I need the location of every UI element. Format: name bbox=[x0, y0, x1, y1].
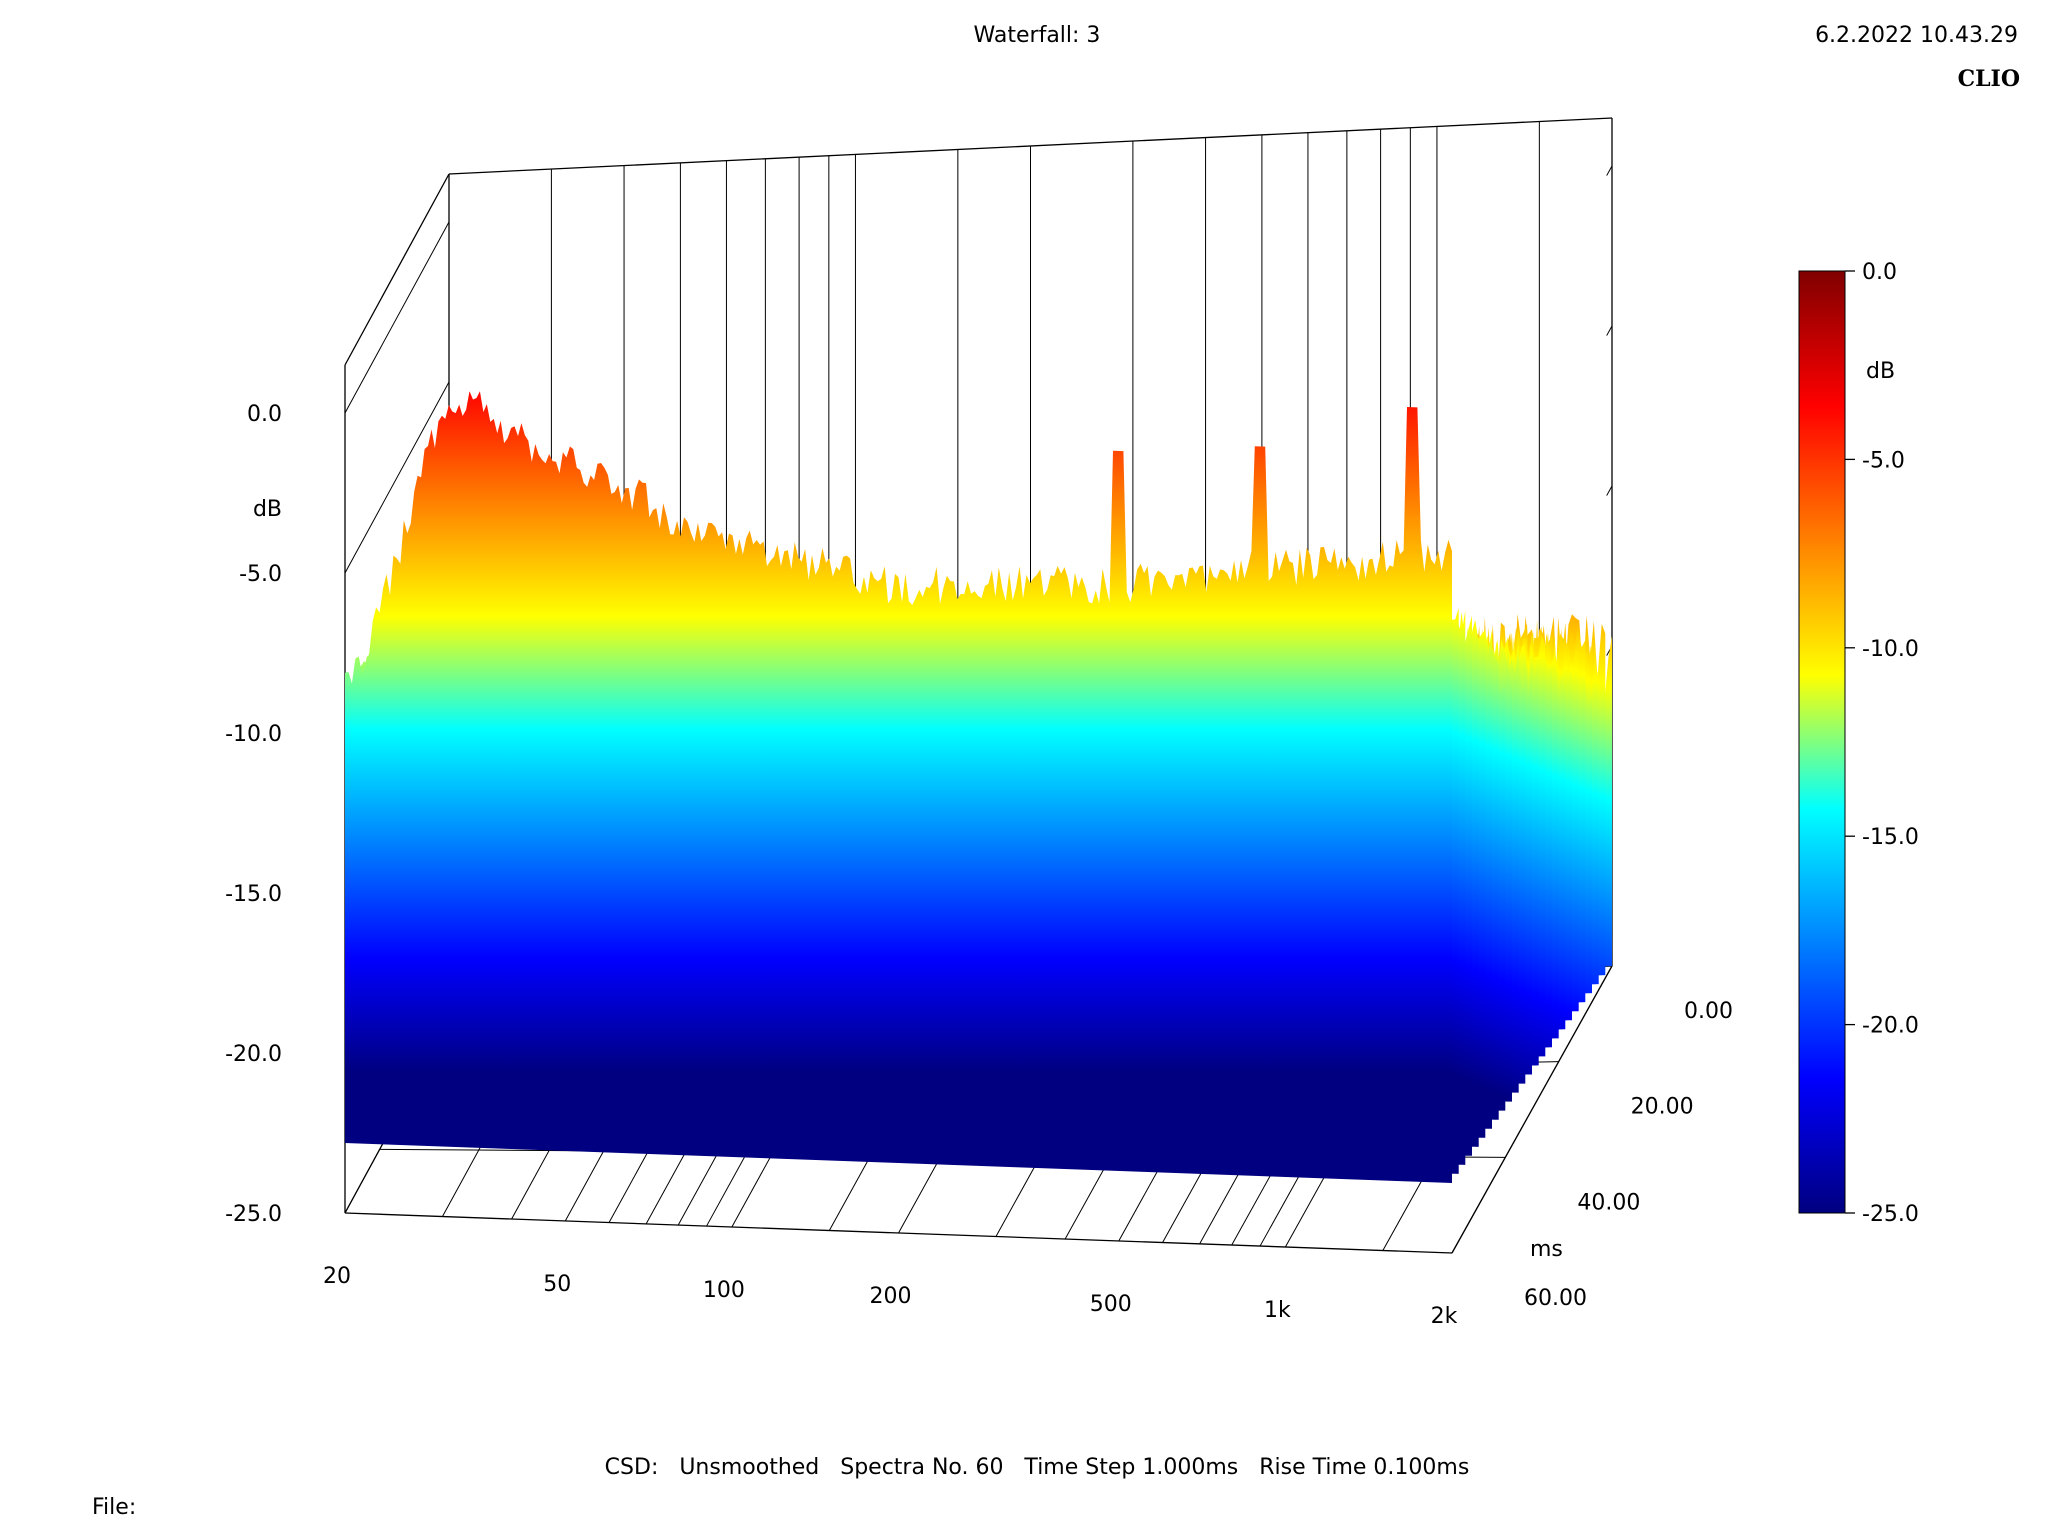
x-axis-ticks: 20 50 100 200 500 1k 2k bbox=[323, 1264, 1458, 1329]
colorbar-tick-label: 0.0 bbox=[1862, 260, 1897, 285]
colorbar-label: dB bbox=[1866, 359, 1895, 384]
y-tick-label: -10.0 bbox=[225, 722, 282, 747]
y-tick-label: -20.0 bbox=[225, 1042, 282, 1067]
z-tick-label: 60.00 bbox=[1524, 1286, 1587, 1311]
x-tick-label: 100 bbox=[703, 1278, 745, 1303]
timestamp: 6.2.2022 10.43.29 bbox=[1815, 23, 2018, 48]
y-axis-label: dB bbox=[253, 497, 282, 522]
colorbar-tick-label: -5.0 bbox=[1862, 448, 1905, 473]
x-tick-label: 20 bbox=[323, 1264, 351, 1289]
colorbar bbox=[1798, 270, 1846, 1214]
y-tick-label: -5.0 bbox=[239, 562, 282, 587]
z-tick-label: 0.00 bbox=[1684, 999, 1733, 1024]
measurement-info: CSD: Unsmoothed Spectra No. 60 Time Step… bbox=[605, 1455, 1470, 1480]
z-axis-ticks: 0.00 20.00 40.00 60.00 bbox=[1524, 999, 1733, 1311]
z-tick-label: 40.00 bbox=[1577, 1190, 1640, 1215]
z-axis-label: ms bbox=[1530, 1237, 1563, 1262]
file-label: File: bbox=[92, 1495, 136, 1520]
x-tick-label: 2k bbox=[1431, 1304, 1458, 1329]
colorbar-tick-label: -20.0 bbox=[1862, 1014, 1919, 1039]
y-axis-ticks: 0.0 -5.0 -10.0 -15.0 -20.0 -25.0 bbox=[225, 402, 282, 1227]
x-tick-label: 200 bbox=[870, 1284, 912, 1309]
y-tick-label: -25.0 bbox=[225, 1202, 282, 1227]
x-tick-label: 50 bbox=[543, 1272, 571, 1297]
colorbar-ticks: 0.0 -5.0 -10.0 -15.0 -20.0 -25.0 bbox=[1845, 260, 1919, 1227]
x-tick-label: 1k bbox=[1264, 1298, 1291, 1323]
colorbar-tick-label: -25.0 bbox=[1862, 1202, 1919, 1227]
waterfall-surface bbox=[345, 391, 1612, 1183]
y-tick-label: 0.0 bbox=[247, 402, 282, 427]
colorbar-tick-label: -15.0 bbox=[1862, 825, 1919, 850]
spectrum-slice bbox=[345, 391, 1452, 1183]
z-tick-label: 20.00 bbox=[1631, 1095, 1694, 1120]
y-tick-label: -15.0 bbox=[225, 882, 282, 907]
colorbar-tick-label: -10.0 bbox=[1862, 637, 1919, 662]
brand-logo: CLIO bbox=[1958, 66, 2020, 92]
x-tick-label: 500 bbox=[1090, 1292, 1132, 1317]
chart-title: Waterfall: 3 bbox=[974, 23, 1101, 48]
